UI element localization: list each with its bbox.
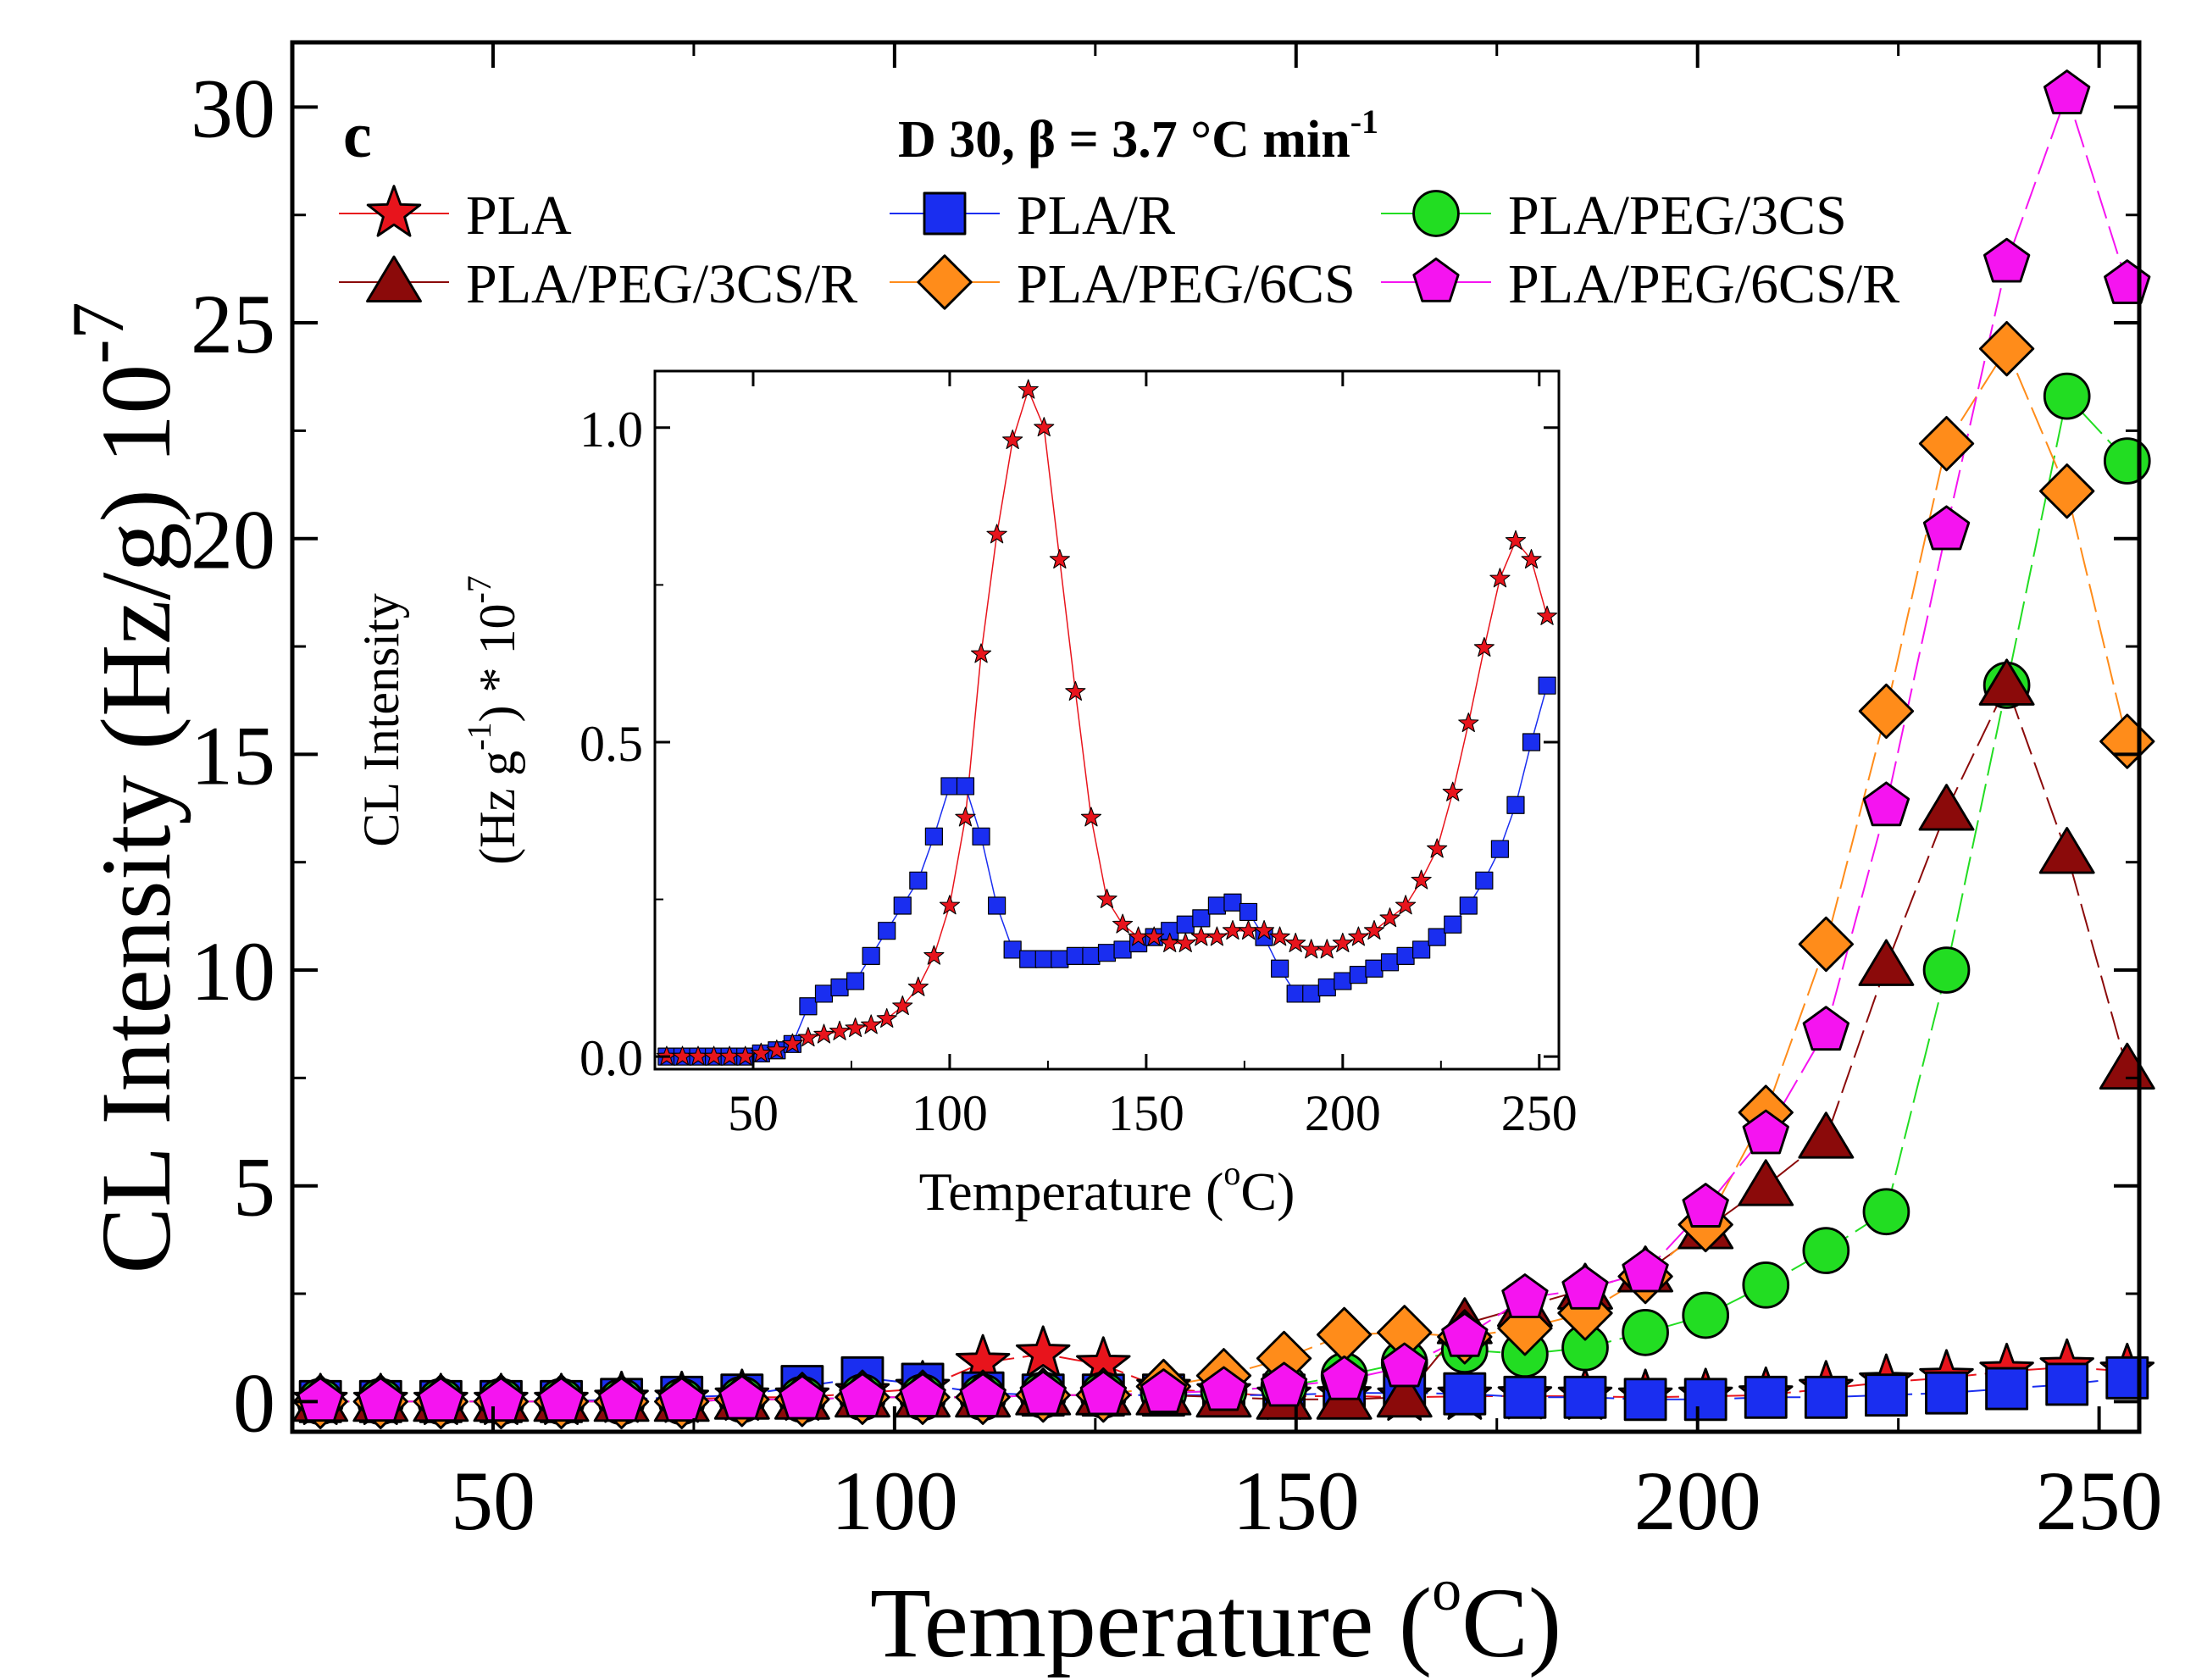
inset-point-pla-r	[1523, 734, 1540, 751]
legend-label: PLA/PEG/6CS	[1017, 253, 1356, 315]
data-point-pla-r	[1927, 1372, 1967, 1413]
inset-point-pla-r	[831, 979, 848, 995]
inset-point-pla-r	[1445, 916, 1461, 933]
inset-point-pla-r	[879, 923, 896, 940]
data-point-pla-r	[1805, 1377, 1846, 1417]
data-point-pla-r	[1685, 1379, 1726, 1420]
legend-marker-pla-r	[924, 193, 965, 234]
inset-point-pla-r	[1382, 954, 1399, 971]
inset-y-tick-label: 0.5	[580, 716, 643, 772]
inset-y-axis-title-line1: CL Intensity	[353, 593, 409, 846]
inset-point-pla-r	[1539, 677, 1556, 694]
inset-point-pla-r	[1099, 945, 1116, 962]
data-point-pla-r	[2047, 1364, 2088, 1405]
inset-point-pla-r	[1413, 941, 1430, 958]
inset-point-pla-r	[1177, 916, 1194, 933]
data-point-pla-peg-3cs	[2104, 439, 2149, 484]
y-tick-label: 10	[191, 924, 275, 1018]
inset-point-pla-r	[1303, 985, 1320, 1002]
panel-label: c	[343, 100, 372, 171]
inset-point-pla-r	[1272, 960, 1289, 977]
inset-point-pla-r	[1114, 941, 1131, 958]
y-tick-label: 15	[191, 708, 275, 802]
inset-point-pla-r	[989, 897, 1006, 914]
inset-x-tick-label: 50	[728, 1085, 779, 1141]
inset-plot-frame	[655, 371, 1559, 1069]
inset-point-pla-r	[1491, 840, 1508, 857]
data-point-pla-peg-3cs	[1744, 1262, 1788, 1307]
inset-point-pla-r	[941, 778, 958, 795]
inset-point-pla-r	[1193, 910, 1210, 927]
inset-point-pla-r	[1366, 960, 1383, 977]
legend-label: PLA/PEG/3CS/R	[466, 253, 857, 315]
data-point-pla-r	[1866, 1375, 1906, 1416]
inset-x-tick-label: 150	[1108, 1085, 1184, 1141]
inset-point-pla-r	[1397, 947, 1414, 964]
chart-figure: 50 100 150 200 250051015202530 PLA PLA/R PLA/P…	[0, 0, 2196, 1680]
data-point-pla-r	[1505, 1377, 1545, 1417]
legend-label: PLA	[466, 185, 572, 247]
data-point-pla-r	[1987, 1368, 2027, 1409]
x-tick-label: 50	[451, 1454, 535, 1548]
inset-y-tick-label: 0.0	[580, 1030, 643, 1086]
inset-point-pla-r	[1020, 951, 1037, 968]
inset-point-pla-r	[1224, 894, 1241, 911]
data-point-pla-r	[2107, 1357, 2148, 1398]
inset-point-pla-r	[1318, 979, 1335, 995]
inset-point-pla-r	[1004, 941, 1021, 958]
data-point-pla-r	[1565, 1377, 1605, 1417]
inset-point-pla-r	[847, 973, 864, 990]
inset-x-tick-label: 100	[912, 1085, 988, 1141]
inset-point-pla-r	[800, 998, 817, 1015]
data-point-pla-peg-3cs	[1864, 1189, 1909, 1234]
x-tick-label: 150	[1233, 1454, 1360, 1548]
inset-y-tick-label: 1.0	[580, 402, 643, 457]
inset-point-pla-r	[1460, 897, 1477, 914]
inset-point-pla-r	[925, 828, 942, 845]
inset-point-pla-r	[1083, 947, 1100, 964]
y-tick-label: 0	[233, 1356, 275, 1450]
inset-point-pla-r	[957, 778, 973, 795]
x-tick-label: 100	[831, 1454, 958, 1548]
y-tick-label: 30	[191, 61, 275, 155]
y-tick-label: 5	[233, 1140, 275, 1234]
data-point-pla-peg-3cs	[2044, 374, 2089, 419]
y-tick-label: 25	[191, 277, 275, 371]
inset-point-pla-r	[1067, 947, 1084, 964]
inset-point-pla-r	[1240, 903, 1257, 920]
inset-point-pla-r	[1476, 872, 1493, 889]
inset-point-pla-r	[1428, 929, 1445, 945]
inset-point-pla-r	[1035, 951, 1052, 968]
data-point-pla-peg-3cs	[1623, 1310, 1668, 1355]
y-tick-label: 20	[191, 493, 275, 587]
inset-point-pla-r	[910, 872, 927, 889]
inset-point-pla-r	[1208, 897, 1225, 914]
inset-point-pla-r	[894, 897, 911, 914]
inset-x-tick-label: 200	[1305, 1085, 1381, 1141]
inset-point-pla-r	[973, 828, 990, 845]
inset-point-pla-r	[1507, 796, 1524, 813]
inset-point-pla-r	[1287, 985, 1304, 1002]
data-point-pla-peg-3cs	[1924, 948, 1969, 993]
data-point-pla-r	[1745, 1377, 1786, 1417]
inset-point-pla-r	[815, 985, 832, 1002]
inset-x-tick-label: 250	[1501, 1085, 1578, 1141]
data-point-pla-peg-3cs	[1804, 1228, 1849, 1273]
x-tick-label: 200	[1634, 1454, 1761, 1548]
legend-marker-pla-peg-3cs	[1414, 191, 1459, 236]
x-tick-label: 250	[2036, 1454, 2163, 1548]
inset-y-axis-title-line2: (Hz g-1) * 10-7	[460, 575, 525, 865]
data-point-pla-r	[1445, 1373, 1485, 1414]
inset-point-pla-r	[1350, 967, 1367, 984]
inset-point-pla-r	[862, 947, 879, 964]
inset-point-pla-r	[1051, 951, 1068, 968]
legend-label: PLA/PEG/6CS/R	[1508, 253, 1899, 315]
legend-label: PLA/PEG/3CS	[1508, 185, 1847, 247]
inset-point-pla-r	[1334, 973, 1351, 990]
data-point-pla-peg-3cs	[1683, 1293, 1728, 1338]
chart-subtitle: D 30, β = 3.7 °C min-1	[898, 103, 1378, 169]
legend-label: PLA/R	[1017, 185, 1175, 247]
data-point-pla-r	[1625, 1379, 1666, 1420]
